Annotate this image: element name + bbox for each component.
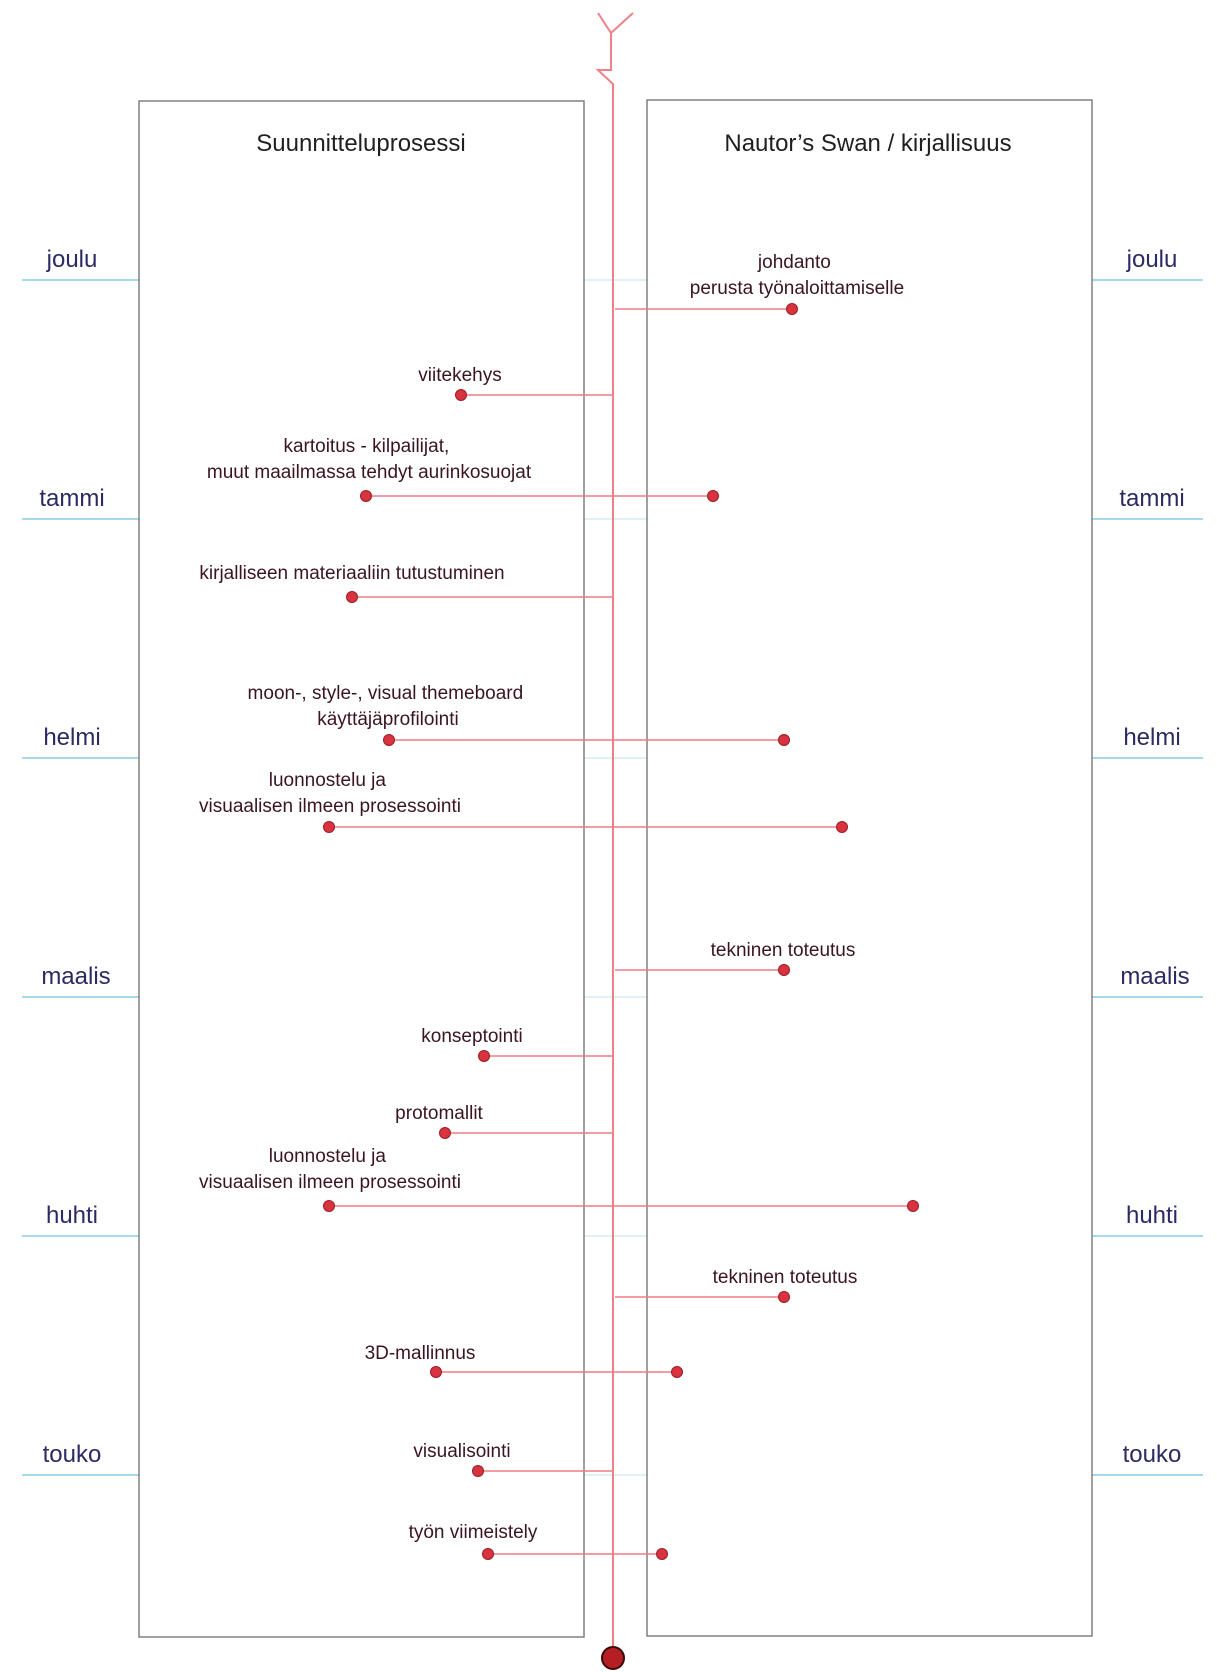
month-label-left: touko — [43, 1441, 102, 1468]
month-label-left: joulu — [46, 246, 98, 273]
event-dot — [778, 964, 790, 976]
event-dot — [360, 490, 372, 502]
left-panel — [138, 100, 585, 1638]
month-label-right: maalis — [1120, 963, 1189, 990]
event-dot — [778, 734, 790, 746]
event-dot — [455, 389, 467, 401]
event-label-line: visuaalisen ilmeen prosessointi — [199, 796, 461, 817]
event-label-line: luonnostelu ja — [269, 1146, 387, 1167]
event-label: visualisointi — [413, 1441, 510, 1462]
event-dot — [707, 490, 719, 502]
event-label-line: perusta työnaloittamiselle — [690, 278, 904, 299]
event-label-line: visualisointi — [413, 1441, 510, 1462]
event-label-line: protomallit — [395, 1103, 483, 1124]
event-label-line: 3D-mallinnus — [365, 1343, 476, 1364]
left-panel-title: Suunnitteluprosessi — [256, 130, 465, 157]
event-label-line: viitekehys — [418, 365, 501, 386]
event-label: konseptointi — [421, 1026, 522, 1047]
event-label-line: konseptointi — [421, 1026, 522, 1047]
event-label: kirjalliseen materiaaliin tutustuminen — [199, 563, 504, 584]
event-label: luonnostelu ja visuaalisen ilmeen proses… — [199, 770, 461, 817]
event-dot — [778, 1291, 790, 1303]
event-label-line: luonnostelu ja — [269, 770, 387, 791]
event-label: 3D-mallinnus — [365, 1343, 476, 1364]
right-panel-title: Nautor’s Swan / kirjallisuus — [724, 130, 1011, 157]
right-panel — [646, 99, 1093, 1637]
event-dot — [478, 1050, 490, 1062]
event-dot — [656, 1548, 668, 1560]
month-label-right: huhti — [1126, 1202, 1178, 1229]
event-label-line: muut maailmassa tehdyt aurinkosuojat — [207, 462, 532, 483]
event-label: johdanto perusta työnaloittamiselle — [690, 252, 904, 299]
month-label-left: tammi — [39, 485, 104, 512]
event-label-line: työn viimeistely — [409, 1522, 538, 1543]
event-dot — [907, 1200, 919, 1212]
event-label: kartoitus - kilpailijat, muut maailmassa… — [207, 436, 532, 483]
event-dot — [323, 1200, 335, 1212]
month-lines — [22, 279, 1203, 1476]
event-label: tekninen toteutus — [713, 1267, 858, 1288]
event-label: työn viimeistely — [409, 1522, 538, 1543]
event-label: luonnostelu ja visuaalisen ilmeen proses… — [199, 1146, 461, 1193]
month-label-right: tammi — [1119, 485, 1184, 512]
event-label: protomallit — [395, 1103, 483, 1124]
event-label-line: käyttäjäprofilointi — [317, 709, 459, 730]
month-label-right: touko — [1123, 1441, 1182, 1468]
event-label-line: kirjalliseen materiaaliin tutustuminen — [199, 563, 504, 584]
event-label: tekninen toteutus — [711, 940, 856, 961]
event-label-line: johdanto — [757, 252, 831, 273]
month-label-left: maalis — [41, 963, 110, 990]
month-label-right: helmi — [1123, 724, 1180, 751]
event-dot — [430, 1366, 442, 1378]
events: johdanto perusta työnaloittamiselle viit… — [199, 252, 919, 1560]
month-labels: joulu joulu tammi tammi helmi helmi maal… — [39, 246, 1189, 1468]
event-label-line: kartoitus - kilpailijat, — [283, 436, 449, 457]
event-dot — [482, 1548, 494, 1560]
event-label-line: tekninen toteutus — [713, 1267, 858, 1288]
month-label-left: helmi — [43, 724, 100, 751]
event-label-line: tekninen toteutus — [711, 940, 856, 961]
event-dot — [383, 734, 395, 746]
event-label-line: moon-, style-, visual themeboard — [248, 683, 524, 704]
event-dot — [346, 591, 358, 603]
month-label-left: huhti — [46, 1202, 98, 1229]
timeline-spine — [595, 33, 614, 1652]
event-label: moon-, style-, visual themeboard käyttäj… — [248, 683, 529, 730]
timeline-end-dot — [601, 1646, 625, 1670]
event-dot — [671, 1366, 683, 1378]
event-label: viitekehys — [418, 365, 501, 386]
event-label-line: visuaalisen ilmeen prosessointi — [199, 1172, 461, 1193]
event-dot — [323, 821, 335, 833]
event-dot — [836, 821, 848, 833]
event-dot — [472, 1465, 484, 1477]
event-dot — [439, 1127, 451, 1139]
event-dot — [786, 303, 798, 315]
month-label-right: joulu — [1126, 246, 1178, 273]
spine-arrow-tail — [597, 12, 634, 35]
